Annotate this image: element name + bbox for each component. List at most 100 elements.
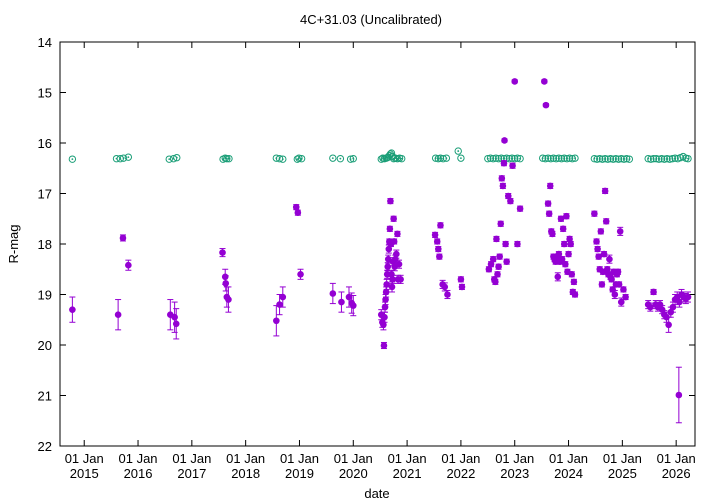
x-tick-label: 2018 [231,466,260,481]
chart-title: 4C+31.03 (Uncalibrated) [300,12,442,27]
data-point [382,288,390,296]
data-point [441,283,449,291]
x-tick-label: 01 Jan [226,451,265,466]
data-point-center [296,158,299,161]
data-point [442,154,451,162]
data-point [386,225,394,233]
data-point [570,278,578,286]
y-tick-label: 21 [38,389,52,404]
data-point [119,234,127,242]
data-point [500,159,508,167]
x-tick-label: 2026 [662,466,691,481]
data-point [338,298,345,306]
data-point [566,235,573,243]
data-point-center [122,157,125,160]
data-point [454,147,462,155]
data-point [329,154,337,162]
data-point [600,250,608,258]
data-point [276,301,283,308]
x-tick-label: 2024 [554,466,583,481]
data-point [502,240,509,248]
data-point [69,306,76,313]
data-point [391,255,399,263]
data-point [395,260,403,268]
data-point-center [168,158,171,161]
data-point [387,197,394,205]
data-point [541,78,548,85]
data-point [684,293,692,301]
y-tick-label: 16 [38,136,52,151]
data-point [398,154,406,163]
data-point [383,281,390,288]
x-axis-label: date [364,486,389,501]
x-tick-label: 2021 [393,466,422,481]
data-point [501,137,508,144]
data-point [390,238,398,245]
data-point [542,101,550,109]
data-point [172,320,180,328]
x-tick-label: 01 Jan [280,451,319,466]
data-point [616,228,624,235]
data-point [165,155,173,163]
data-point [381,313,388,321]
x-tick-label: 2025 [608,466,637,481]
data-point [219,249,226,256]
data-point-center [300,157,303,160]
data-point [625,155,634,163]
x-tick-label: 01 Jan [388,451,427,466]
data-point [223,154,231,163]
data-point [609,286,616,293]
y-tick-label: 15 [38,86,52,101]
data-point [221,273,229,281]
data-point-center [71,158,74,161]
data-point [389,276,396,283]
data-point-center [228,157,230,160]
data-point [297,271,304,278]
data-point [457,276,465,283]
data-point [594,245,601,253]
data-point-center [225,157,228,160]
data-point [489,255,497,263]
data-point [279,293,287,301]
data-point-center [281,158,284,161]
data-point [507,197,514,205]
data-point [597,228,605,235]
data-point [563,212,570,220]
data-point [494,271,501,278]
data-point [388,283,396,291]
data-point [381,303,389,311]
x-tick-label: 2015 [70,466,99,481]
data-point [458,283,466,291]
data-point [511,78,519,85]
series-layer [68,78,692,424]
data-point [669,303,677,311]
data-point [169,154,178,163]
data-point [503,258,510,265]
data-point [675,391,683,399]
data-point [665,321,672,329]
data-point [493,235,500,243]
x-tick-label: 2016 [124,466,153,481]
data-point [656,301,664,308]
data-point [492,278,499,286]
data-point [457,154,465,162]
data-point [509,162,516,170]
data-point [297,154,306,163]
data-point [171,313,178,321]
data-point [292,203,300,211]
data-point [485,265,493,273]
data-point [571,291,579,298]
data-point [545,210,553,217]
data-point [658,306,666,313]
data-point [676,298,683,306]
data-point [380,342,388,349]
data-point-center [445,157,448,160]
data-point [617,298,625,306]
data-point [622,293,629,301]
data-point-center [519,157,522,160]
data-point [390,215,397,223]
data-point-center [331,157,334,160]
data-point [498,175,506,182]
data-point [336,154,345,163]
